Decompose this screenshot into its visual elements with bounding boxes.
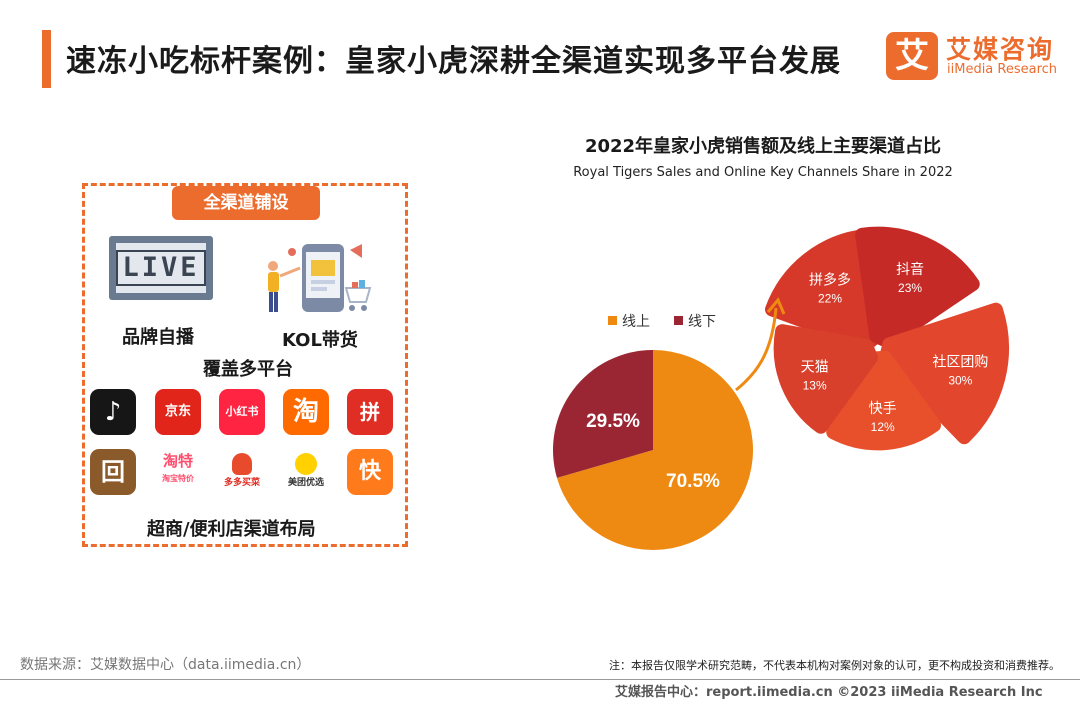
meituanyouxuan-icon: 美团优选 xyxy=(283,449,329,495)
live-tv-icon: LIVE xyxy=(109,236,213,300)
online-channels-petal-chart: 拼多多 22% 抖音 23% 社区团购 30% 快手 12% 天猫 13% xyxy=(765,226,1009,451)
taote-icon: 淘特 淘宝特价 xyxy=(155,449,201,495)
footer-divider xyxy=(0,679,1080,680)
copyright: 艾媒报告中心：report.iimedia.cn ©2023 iiMedia R… xyxy=(615,685,1043,700)
petal-value-1: 23% xyxy=(898,281,922,295)
pie-slice-1 xyxy=(553,350,653,478)
petal-value-0: 22% xyxy=(818,292,842,306)
petal-name-0: 拼多多 xyxy=(809,272,851,289)
platforms-label: 覆盖多平台 xyxy=(203,359,293,380)
petal-name-2: 社区团购 xyxy=(932,355,988,371)
petal-3 xyxy=(826,350,942,451)
petal-4 xyxy=(773,324,878,434)
duoduomaicai-icon: 多多买菜 xyxy=(219,449,265,495)
channel-tag: 全渠道铺设 xyxy=(172,186,320,220)
legend-swatch-1 xyxy=(674,316,683,325)
kol-phone-illustration-icon xyxy=(268,244,372,312)
disclaimer-note: 注：本报告仅限学术研究范畴，不代表本机构对案例对象的认可，更不构成投资和消费推荐… xyxy=(609,659,1060,672)
petal-value-2: 30% xyxy=(948,374,972,388)
petal-value-3: 12% xyxy=(871,420,895,434)
page-title: 速冻小吃标杆案例：皇家小虎深耕全渠道实现多平台发展 xyxy=(66,44,841,79)
douyin-icon: ♪ xyxy=(90,389,136,435)
petal-name-3: 快手 xyxy=(869,401,897,417)
petal-1 xyxy=(855,226,980,349)
pinduoduo-icon: 拼 xyxy=(347,389,393,435)
chart-title: 2022年皇家小虎销售额及线上主要渠道占比 xyxy=(584,136,942,157)
logo-name-en: iiMedia Research xyxy=(947,62,1058,77)
legend-label-0: 线上 xyxy=(622,314,650,330)
legend-label-1: 线下 xyxy=(688,314,716,330)
petal-name-4: 天猫 xyxy=(801,360,829,376)
sales-pie-chart: 线上 线下 70.5% 29.5% xyxy=(553,314,753,550)
logo-mark: 艾 xyxy=(886,32,938,80)
brand-live-label: 品牌自播 xyxy=(122,327,194,348)
logo-name-cn: 艾媒咨询 xyxy=(946,35,1055,64)
dewu-icon: 回 xyxy=(90,449,136,495)
taobao-icon: 淘 xyxy=(283,389,329,435)
pie-label-0: 70.5% xyxy=(666,471,720,492)
petal-name-1: 抖音 xyxy=(896,261,924,278)
pie-label-1: 29.5% xyxy=(586,411,640,432)
iimedia-logo: 艾 艾媒咨询 iiMedia Research xyxy=(886,28,1076,84)
kol-label: KOL带货 xyxy=(282,330,358,351)
title-accent-bar xyxy=(42,30,51,88)
connector-arrow-icon xyxy=(735,297,786,392)
offline-layout-label: 超商/便利店渠道布局 xyxy=(147,519,316,540)
chart-subtitle: Royal Tigers Sales and Online Key Channe… xyxy=(573,165,953,180)
tv-live-text: LIVE xyxy=(116,250,206,286)
petal-value-4: 13% xyxy=(803,379,827,393)
xiaohongshu-icon: 小红书 xyxy=(219,389,265,435)
data-source: 数据来源：艾媒数据中心（data.iimedia.cn） xyxy=(20,657,311,673)
taote-sublabel: 淘宝特价 xyxy=(162,474,194,483)
jd-icon: 京东 xyxy=(155,389,201,435)
kuaishou-icon: 快 xyxy=(347,449,393,495)
petal-2 xyxy=(879,302,1009,445)
pie-slice-0 xyxy=(556,350,753,550)
channel-panel xyxy=(82,183,408,547)
legend-swatch-0 xyxy=(608,316,617,325)
